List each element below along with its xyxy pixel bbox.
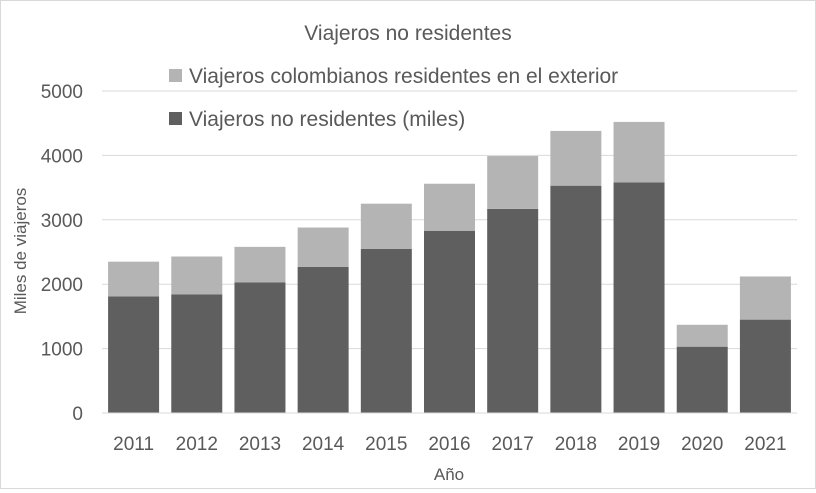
bar-colombianos-exterior — [550, 130, 602, 186]
bar-no-residentes — [676, 346, 728, 413]
bar-no-residentes — [550, 185, 602, 413]
y-tick-label: 0 — [72, 404, 83, 425]
bar-no-residentes — [487, 208, 539, 413]
legend-label: Viajeros colombianos residentes en el ex… — [189, 65, 618, 88]
y-tick-label: 1000 — [41, 340, 83, 361]
x-tick-label: 2021 — [744, 434, 786, 455]
y-tick-label: 5000 — [41, 82, 83, 103]
y-tick-label: 3000 — [41, 211, 83, 232]
bars — [108, 121, 791, 413]
legend: Viajeros colombianos residentes en el ex… — [169, 65, 618, 131]
y-tick-label: 4000 — [41, 146, 83, 167]
legend-swatch — [169, 112, 182, 125]
chart-title: Viajeros no residentes — [304, 22, 511, 45]
bar-colombianos-exterior — [424, 183, 475, 231]
bar-no-residentes — [424, 230, 475, 413]
x-tick-label: 2012 — [176, 434, 218, 455]
x-tick-label: 2011 — [113, 434, 154, 455]
bar-colombianos-exterior — [108, 261, 160, 297]
x-tick-label: 2017 — [492, 434, 534, 455]
bar-colombianos-exterior — [487, 156, 539, 209]
bar-no-residentes — [613, 182, 665, 413]
bar-colombianos-exterior — [360, 203, 412, 249]
bar-no-residentes — [360, 248, 412, 413]
legend-swatch — [169, 69, 182, 82]
bar-colombianos-exterior — [739, 276, 791, 320]
y-axis-label: Miles de viajeros — [11, 188, 30, 315]
x-tick-label: 2013 — [239, 434, 281, 455]
bar-no-residentes — [739, 319, 791, 413]
y-axis-ticks: 0 1000 2000 3000 4000 5000 — [41, 82, 83, 425]
x-tick-label: 2020 — [681, 434, 723, 455]
bar-colombianos-exterior — [297, 227, 349, 267]
bar-colombianos-exterior — [234, 246, 286, 283]
bar-no-residentes — [108, 296, 160, 413]
bar-colombianos-exterior — [613, 121, 665, 183]
bar-no-residentes — [234, 282, 286, 413]
x-tick-label: 2014 — [302, 434, 345, 455]
y-tick-label: 2000 — [41, 275, 83, 296]
bar-colombianos-exterior — [676, 324, 728, 347]
bar-no-residentes — [297, 266, 349, 413]
x-tick-label: 2015 — [365, 434, 407, 455]
x-axis-ticks: 2011 2012 2013 2014 2015 2016 2017 2018 2019 2020… — [113, 434, 786, 455]
x-tick-label: 2019 — [618, 434, 660, 455]
x-axis-label: Año — [434, 465, 464, 484]
legend-label: Viajeros no residentes (miles) — [189, 108, 465, 131]
x-tick-label: 2018 — [555, 434, 597, 455]
bar-colombianos-exterior — [171, 256, 223, 295]
x-tick-label: 2016 — [428, 434, 470, 455]
bar-no-residentes — [171, 294, 223, 413]
